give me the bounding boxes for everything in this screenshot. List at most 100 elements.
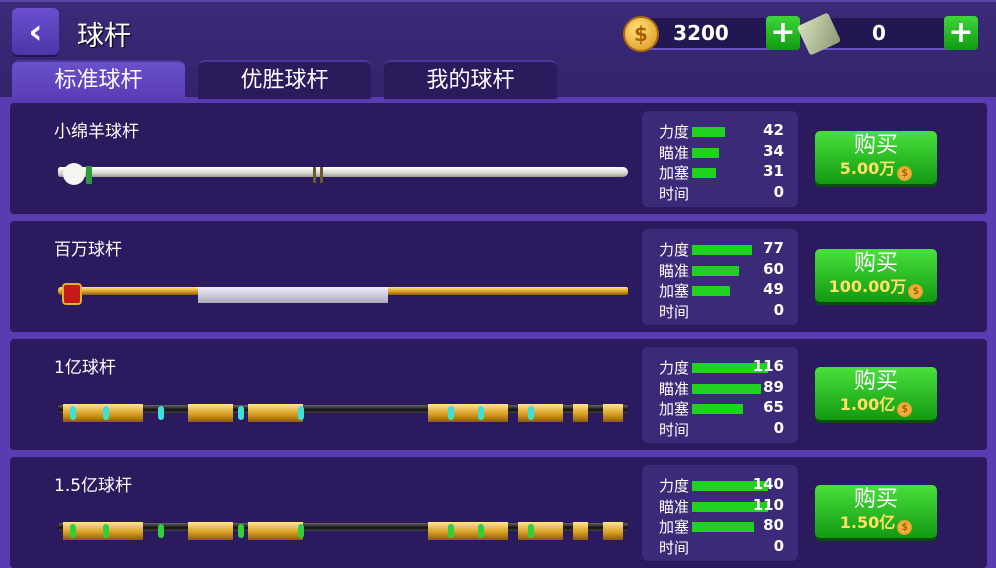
stat-bar	[692, 522, 755, 532]
add-coins-button[interactable]: +	[766, 16, 800, 50]
cue-name: 1亿球杆	[54, 358, 116, 378]
stat-value: 80	[763, 516, 784, 534]
stats-panel: 力度 77 瞄准 60 加塞 49 时间 0	[642, 229, 798, 325]
stat-row: 瞄准 110	[659, 496, 784, 516]
back-button[interactable]: ‹	[12, 8, 59, 55]
stat-label: 瞄准	[659, 143, 690, 162]
coin-icon: $	[897, 402, 913, 417]
coin-icon: $	[897, 166, 913, 181]
stat-bar	[692, 363, 768, 373]
price-value: 1.50亿	[839, 513, 896, 532]
tab-premium-cues[interactable]: 优胜球杆	[198, 60, 371, 99]
price-value: 100.00万	[828, 277, 907, 296]
stats-panel: 力度 116 瞄准 89 加塞 65 时间 0	[642, 347, 798, 443]
cue-item: 百万球杆 力度 77 瞄准 60 加塞 49 时间 0 购买 100.00万 $	[10, 221, 987, 332]
stat-bar	[692, 404, 743, 414]
price: 100.00万 $	[815, 277, 937, 299]
stat-value: 140	[752, 475, 784, 493]
buy-button[interactable]: 购买 5.00万 $	[815, 131, 937, 184]
stat-row: 加塞 65	[659, 398, 784, 418]
stat-label: 力度	[659, 477, 690, 495]
stats-panel: 力度 42 瞄准 34 加塞 31 时间 0	[642, 111, 798, 207]
stat-label: 加塞	[659, 282, 690, 300]
stat-label: 时间	[659, 420, 690, 439]
price-value: 1.00亿	[839, 395, 896, 414]
stat-value: 0	[773, 300, 784, 319]
cash-balance: 0 +	[818, 16, 978, 50]
stat-row: 加塞 49	[659, 280, 784, 300]
cash-value: 0	[872, 21, 886, 45]
cue-image	[58, 522, 628, 540]
stat-label: 力度	[659, 123, 690, 141]
stat-value: 34	[763, 141, 784, 160]
cue-name: 1.5亿球杆	[54, 476, 133, 496]
stat-value: 89	[763, 377, 784, 396]
stat-label: 时间	[659, 538, 690, 557]
stat-label: 时间	[659, 302, 690, 321]
cue-name: 百万球杆	[54, 240, 122, 260]
cue-name: 小绵羊球杆	[54, 122, 139, 142]
coin-icon: $	[908, 284, 924, 299]
stat-value: 0	[773, 536, 784, 555]
stat-bar	[692, 168, 717, 178]
stat-value: 60	[763, 259, 784, 278]
stat-label: 瞄准	[659, 497, 690, 516]
stat-value: 116	[752, 357, 784, 375]
stat-bar	[692, 265, 739, 276]
stat-label: 瞄准	[659, 261, 690, 280]
top-bar: ‹ 球杆 $ 3200 + 0 + 标准球杆 优胜球杆 我的球杆	[0, 0, 996, 99]
stat-value: 0	[773, 182, 784, 201]
buy-button[interactable]: 购买 100.00万 $	[815, 249, 937, 302]
buy-label: 购买	[853, 487, 898, 512]
add-cash-button[interactable]: +	[944, 16, 978, 50]
coin-balance: 3200 +	[640, 16, 800, 50]
stat-bar	[692, 481, 768, 491]
coin-icon: $	[623, 16, 659, 52]
stat-row: 时间 0	[659, 537, 784, 557]
stat-row: 瞄准 89	[659, 378, 784, 398]
cue-image	[58, 404, 628, 422]
stat-value: 0	[773, 418, 784, 437]
stat-row: 加塞 80	[659, 516, 784, 536]
stat-label: 加塞	[659, 400, 690, 418]
stat-value: 110	[752, 495, 784, 514]
stat-label: 力度	[659, 241, 690, 259]
chevron-left-icon: ‹	[28, 11, 43, 52]
stat-row: 加塞 31	[659, 162, 784, 182]
price-value: 5.00万	[839, 159, 896, 178]
tab-standard-cues[interactable]: 标准球杆	[12, 60, 185, 99]
buy-label: 购买	[853, 369, 898, 394]
stat-row: 力度 77	[659, 239, 784, 259]
cue-item: 小绵羊球杆 力度 42 瞄准 34 加塞 31 时间 0 购买 5.00万 $	[10, 103, 987, 214]
stats-panel: 力度 140 瞄准 110 加塞 80 时间 0	[642, 465, 798, 561]
stat-label: 时间	[659, 184, 690, 203]
stat-row: 力度 42	[659, 121, 784, 141]
cue-image	[58, 163, 628, 185]
stat-row: 瞄准 34	[659, 142, 784, 162]
stat-bar	[692, 127, 725, 137]
stat-label: 加塞	[659, 518, 690, 536]
page-title: 球杆	[77, 21, 131, 52]
stat-label: 力度	[659, 359, 690, 377]
buy-button[interactable]: 购买 1.50亿 $	[815, 485, 937, 538]
price: 5.00万 $	[815, 159, 937, 181]
stat-value: 42	[763, 121, 784, 139]
stat-value: 65	[763, 398, 784, 416]
stat-value: 31	[763, 162, 784, 180]
stat-bar	[692, 245, 753, 255]
stat-row: 瞄准 60	[659, 260, 784, 280]
stat-bar	[692, 383, 762, 394]
stat-label: 瞄准	[659, 379, 690, 398]
cue-image	[58, 283, 628, 305]
stat-value: 77	[763, 239, 784, 257]
cue-item: 1.5亿球杆 力度 140 瞄准 110 加塞 80 时间 0 购买 1.50亿…	[10, 457, 987, 568]
tab-my-cues[interactable]: 我的球杆	[384, 60, 557, 99]
buy-label: 购买	[853, 133, 898, 158]
buy-label: 购买	[853, 251, 898, 276]
price: 1.50亿 $	[815, 513, 937, 535]
stat-bar	[692, 286, 731, 296]
price: 1.00亿 $	[815, 395, 937, 417]
buy-button[interactable]: 购买 1.00亿 $	[815, 367, 937, 420]
stat-value: 49	[763, 280, 784, 298]
stat-row: 力度 140	[659, 475, 784, 495]
